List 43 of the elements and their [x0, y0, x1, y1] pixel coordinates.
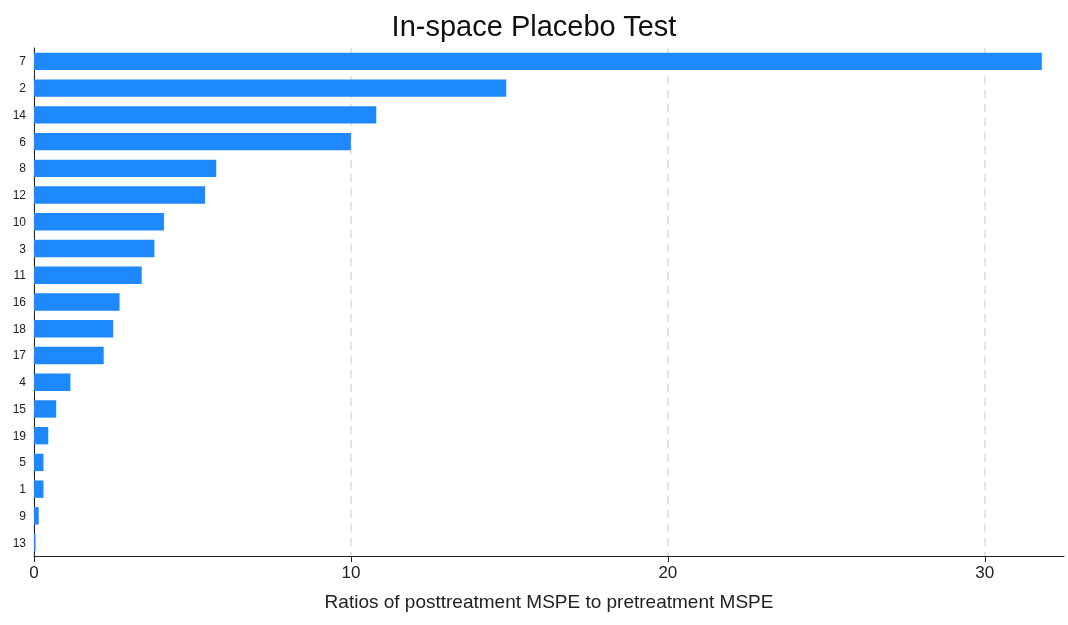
y-tick-label: 13: [12, 535, 27, 550]
bar: [34, 159, 217, 178]
y-tick-label: 9: [19, 508, 27, 523]
y-tick-label: 3: [19, 241, 27, 256]
y-tick-label: 12: [12, 188, 27, 203]
y-tick-label: 2: [19, 81, 27, 96]
bar: [34, 293, 120, 311]
bar: [34, 426, 49, 445]
bar: [34, 320, 114, 338]
y-tick-label: 10: [12, 214, 27, 229]
bar: [34, 266, 142, 284]
bar: [34, 480, 44, 498]
x-axis-title: Ratios of posttreatment MSPE to pretreatment MSPE: [324, 591, 774, 612]
x-tick-label: 0: [29, 563, 39, 582]
y-tick-label: 15: [12, 401, 27, 416]
y-tick-label: 6: [19, 134, 27, 149]
bar: [34, 186, 206, 204]
y-tick-label: 16: [12, 295, 27, 309]
bar: [34, 346, 104, 365]
y-tick-label: 17: [12, 348, 27, 363]
bar: [34, 373, 71, 391]
bar: [34, 52, 1042, 71]
y-tick-label: 18: [12, 321, 27, 336]
bar: [34, 106, 377, 124]
bar: [34, 213, 164, 231]
y-tick-label: 19: [12, 428, 27, 443]
x-tick-label: 10: [341, 563, 361, 582]
chart-title: In-space Placebo Test: [391, 9, 677, 42]
y-tick-label: 14: [12, 107, 27, 122]
bar: [34, 453, 44, 472]
y-tick-label: 7: [19, 54, 27, 69]
bar: [34, 507, 39, 525]
x-tick-label: 20: [658, 563, 678, 582]
bar: [34, 79, 507, 97]
y-tick-label: 8: [19, 161, 27, 176]
x-tick-label: 30: [975, 563, 995, 582]
y-tick-label: 4: [19, 375, 27, 390]
y-tick-label: 5: [19, 455, 27, 470]
bar: [34, 132, 351, 151]
bar: [34, 400, 57, 418]
bar: [34, 239, 155, 258]
y-tick-label: 11: [13, 268, 27, 283]
y-tick-label: 1: [19, 482, 27, 497]
